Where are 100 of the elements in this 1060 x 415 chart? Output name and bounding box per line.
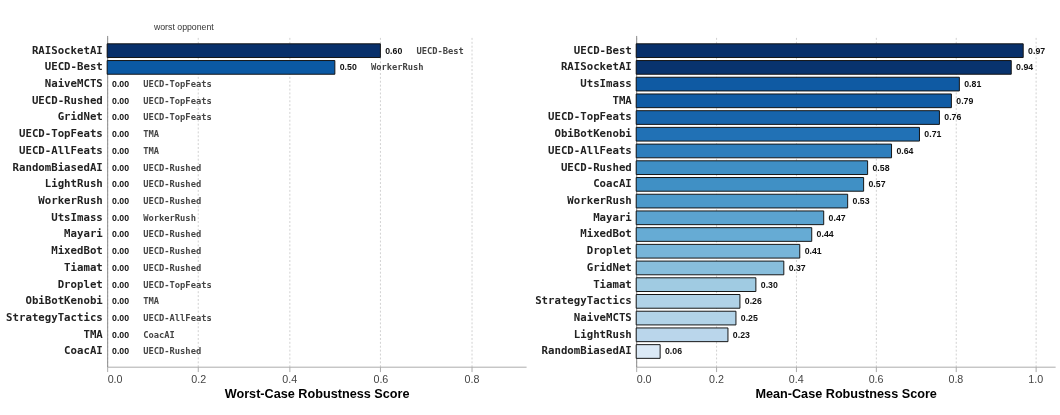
- x-axis-title: Worst-Case Robustness Score: [224, 387, 410, 402]
- data-label: 0.81: [964, 79, 982, 90]
- y-tick-label: RandomBiasedAI: [541, 344, 632, 358]
- data-label: 0.00: [112, 296, 130, 307]
- y-tick-label: ObiBotKenobi: [554, 127, 633, 141]
- x-tick-label: 0.2: [709, 372, 724, 385]
- y-tick-label: RAISocketAI: [31, 43, 103, 57]
- y-tick-label: UtsImass: [580, 77, 632, 91]
- data-label: 0.60: [385, 45, 403, 56]
- y-tick-label: LightRush: [44, 177, 103, 191]
- data-label: 0.50: [339, 62, 357, 73]
- x-tick-label: 1.0: [1028, 372, 1044, 385]
- x-tick-label: 0.4: [788, 372, 804, 385]
- data-label: 0.94: [1016, 62, 1034, 73]
- data-label: 0.76: [944, 112, 962, 123]
- y-tick-label: UECD-TopFeats: [548, 110, 632, 124]
- y-tick-label: RAISocketAI: [560, 60, 632, 74]
- y-tick-label: GridNet: [57, 110, 103, 124]
- data-label: 0.00: [112, 162, 130, 173]
- y-tick-label: TMA: [612, 93, 633, 107]
- y-tick-label: Tiamat: [64, 260, 103, 274]
- y-tick-label: Mayari: [64, 227, 104, 241]
- x-tick-label: 0.4: [282, 372, 298, 385]
- y-tick-label: UECD-AllFeats: [19, 143, 103, 157]
- x-axis-title: Mean-Case Robustness Score: [755, 387, 937, 402]
- data-label: 0.00: [112, 196, 130, 207]
- annotation: UECD-Rushed: [143, 162, 202, 173]
- y-tick-label: UECD-Best: [573, 43, 632, 57]
- data-label: 0.26: [744, 296, 762, 307]
- y-tick-label: UECD-TopFeats: [19, 127, 103, 141]
- annotation: UECD-TopFeats: [143, 79, 212, 90]
- data-label: 0.06: [665, 346, 683, 357]
- annotation: WorkerRush: [143, 212, 196, 223]
- data-label: 0.00: [112, 129, 130, 140]
- y-tick-label: TMA: [83, 327, 104, 341]
- y-tick-label: StrategyTactics: [6, 311, 103, 324]
- data-label: 0.00: [112, 262, 130, 273]
- data-label: 0.00: [112, 229, 130, 240]
- y-tick-label: WorkerRush: [567, 194, 632, 208]
- x-tick-label: 0.6: [868, 372, 884, 385]
- x-tick-label: 0.0: [107, 372, 123, 385]
- annotation: CoacAI: [143, 329, 175, 340]
- annotation: UECD-TopFeats: [143, 279, 212, 290]
- y-tick-label: Droplet: [57, 277, 103, 291]
- y-tick-label: NaiveMCTS: [44, 77, 103, 91]
- x-tick-label: 0.8: [464, 372, 480, 385]
- y-tick-label: WorkerRush: [38, 194, 103, 208]
- x-tick-label: 0.6: [373, 372, 389, 385]
- annotation: UECD-Best: [416, 45, 464, 56]
- data-label: 0.30: [760, 279, 778, 290]
- annotation: UECD-TopFeats: [143, 112, 212, 123]
- data-label: 0.00: [112, 79, 130, 90]
- annotation: TMA: [143, 145, 160, 156]
- annotation: TMA: [143, 129, 160, 140]
- y-tick-label: UECD-AllFeats: [548, 143, 632, 157]
- data-label: 0.64: [896, 145, 914, 156]
- data-label: 0.00: [112, 95, 130, 106]
- bar: [635, 160, 869, 176]
- data-label: 0.00: [112, 145, 130, 156]
- y-tick-label: GridNet: [586, 260, 632, 274]
- bar: [635, 43, 1024, 59]
- data-label: 0.53: [852, 196, 870, 207]
- annotation: UECD-Rushed: [143, 229, 202, 240]
- annotation: UECD-Rushed: [143, 346, 202, 357]
- y-tick-label: Tiamat: [593, 277, 632, 291]
- data-label: 0.00: [112, 279, 130, 290]
- y-tick-label: UECD-Best: [44, 60, 103, 74]
- bar: [635, 177, 865, 192]
- y-tick-label: CoacAI: [593, 177, 632, 191]
- annotation: UECD-Rushed: [143, 179, 202, 190]
- data-label: 0.79: [956, 95, 974, 106]
- data-label: 0.37: [788, 262, 806, 273]
- x-tick-label: 0.0: [636, 372, 652, 385]
- bar: [635, 294, 741, 309]
- bar: [635, 110, 940, 125]
- y-tick-label: MixedBot: [51, 244, 103, 258]
- data-label: 0.44: [816, 229, 834, 240]
- data-label: 0.00: [112, 112, 130, 123]
- data-label: 0.41: [804, 246, 822, 257]
- bar: [635, 277, 757, 292]
- text: worst opponent: [152, 21, 215, 32]
- data-label: 0.00: [112, 212, 130, 223]
- y-tick-label: Droplet: [586, 244, 632, 258]
- annotation: UECD-TopFeats: [143, 95, 212, 106]
- y-tick-label: ObiBotKenobi: [25, 294, 104, 308]
- data-label: 0.00: [112, 313, 130, 323]
- y-tick-label: LightRush: [573, 327, 632, 341]
- annotation: UECD-AllFeats: [143, 313, 212, 323]
- data-label: 0.25: [740, 313, 758, 323]
- data-label: 0.00: [112, 246, 130, 257]
- annotation: UECD-Rushed: [143, 196, 202, 207]
- data-label: 0.23: [732, 329, 750, 340]
- y-tick-label: Mayari: [593, 210, 633, 224]
- y-tick-label: StrategyTactics: [535, 294, 632, 308]
- x-tick-label: 0.8: [948, 372, 964, 385]
- annotation: WorkerRush: [370, 62, 424, 73]
- y-tick-label: CoacAI: [64, 344, 103, 358]
- data-label: 0.00: [112, 346, 130, 357]
- y-tick-label: RandomBiasedAI: [12, 160, 103, 174]
- y-tick-label: MixedBot: [580, 227, 632, 241]
